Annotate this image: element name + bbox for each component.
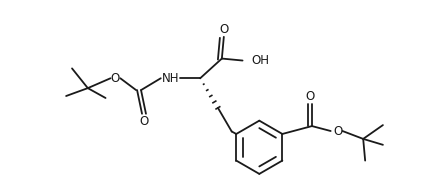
Text: O: O — [111, 72, 120, 85]
Text: O: O — [139, 115, 149, 128]
Text: O: O — [219, 23, 229, 36]
Text: O: O — [333, 125, 342, 138]
Text: NH: NH — [162, 72, 179, 85]
Text: OH: OH — [251, 54, 269, 67]
Text: O: O — [305, 90, 315, 103]
